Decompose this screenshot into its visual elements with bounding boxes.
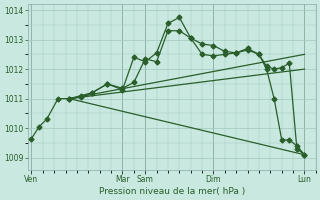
X-axis label: Pression niveau de la mer( hPa ): Pression niveau de la mer( hPa )	[99, 187, 245, 196]
